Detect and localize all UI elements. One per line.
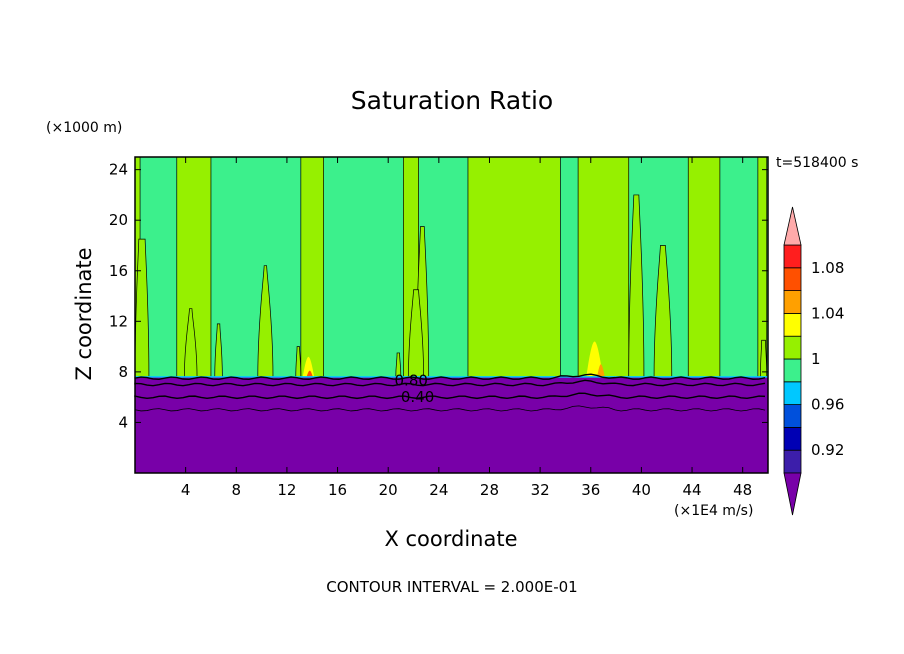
colorbar-max-arrow [783, 206, 802, 246]
saturated-column [408, 289, 424, 378]
x-tick-label: 20 [379, 481, 398, 499]
x-tick-label: 40 [632, 481, 651, 499]
y-tick-label: 16 [109, 262, 128, 280]
saturated-column [687, 156, 721, 378]
colorbar-box [783, 381, 802, 405]
x-tick-label: 8 [232, 481, 242, 499]
colorbar-label: 0.92 [811, 441, 844, 459]
time-label: t=518400 s [776, 155, 859, 171]
saturated-column [395, 352, 402, 378]
supersaturated-patch [597, 364, 605, 377]
colorbar-min-arrow [783, 472, 802, 516]
contour-line [134, 405, 766, 412]
colorbar-label: 1.04 [811, 304, 844, 322]
contour-line [134, 392, 766, 400]
contour-interval-label: CONTOUR INTERVAL = 2.000E-01 [326, 578, 578, 596]
supersaturated-patch [302, 356, 315, 377]
x-tick-label: 32 [531, 481, 550, 499]
colorbar-label: 1 [811, 350, 821, 368]
near-saturated-field [135, 157, 768, 377]
x-tick-label: 12 [277, 481, 296, 499]
y-axis-unit: (×1000 m) [46, 120, 123, 136]
contour-label: 0.40 [401, 388, 434, 406]
x-tick-label: 44 [682, 481, 701, 499]
x-tick-label: 36 [581, 481, 600, 499]
colorbar-label: 0.96 [811, 396, 844, 414]
supersaturated-patch [306, 370, 313, 377]
contour-label: 0.80 [395, 371, 428, 389]
colorbar-box [783, 312, 802, 337]
saturated-column [134, 238, 150, 378]
y-axis-label: Z coordinate [72, 247, 96, 381]
y-tick-label: 20 [109, 211, 128, 229]
x-tick-label: 4 [181, 481, 191, 499]
saturated-column [295, 346, 302, 378]
x-tick-label: 24 [429, 481, 448, 499]
saturated-column [300, 156, 324, 378]
x-tick-label: 28 [480, 481, 499, 499]
saturated-column [257, 265, 274, 378]
x-tick-label: 48 [733, 481, 752, 499]
y-tick-label: 24 [109, 161, 128, 179]
colorbar-box [783, 244, 802, 269]
colorbar-label: 1.08 [811, 259, 844, 277]
y-tick-label: 8 [118, 363, 128, 381]
colorbar-box [783, 358, 802, 383]
chart-title: Saturation Ratio [350, 86, 554, 115]
contour-line [134, 373, 766, 381]
colorbar-box [783, 335, 802, 360]
plot-frame [134, 156, 769, 474]
colorbar-box [783, 290, 802, 314]
x-axis-unit: (×1E4 m/s) [674, 503, 754, 519]
colorbar-box [783, 267, 802, 291]
saturated-column [628, 194, 645, 378]
saturated-column [184, 308, 198, 378]
y-tick-label: 12 [109, 312, 128, 330]
dry-layer [135, 376, 768, 473]
colorbar-box [783, 426, 802, 451]
x-tick-label: 16 [328, 481, 347, 499]
saturated-column [577, 156, 630, 378]
saturated-column [467, 156, 561, 378]
colorbar-box [783, 449, 802, 474]
x-axis-label: X coordinate [384, 527, 518, 551]
contour-line [134, 379, 766, 387]
saturated-column [760, 339, 768, 378]
saturated-column [214, 323, 223, 378]
saturated-column [653, 245, 673, 378]
supersaturated-patch [586, 341, 603, 377]
y-tick-label: 4 [118, 413, 128, 431]
colorbar-box [783, 404, 802, 428]
